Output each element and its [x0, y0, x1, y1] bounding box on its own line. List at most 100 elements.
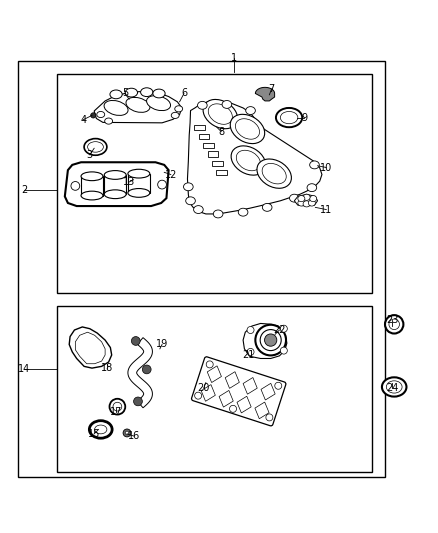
Polygon shape	[81, 176, 103, 196]
Ellipse shape	[257, 159, 291, 188]
Ellipse shape	[308, 200, 315, 206]
Ellipse shape	[275, 382, 282, 389]
Text: 5: 5	[122, 88, 128, 99]
Text: 14: 14	[18, 365, 30, 374]
Ellipse shape	[385, 315, 403, 334]
Ellipse shape	[88, 142, 103, 152]
Ellipse shape	[303, 194, 310, 200]
Ellipse shape	[238, 208, 248, 216]
Polygon shape	[104, 175, 126, 194]
Text: 13: 13	[123, 177, 135, 187]
Ellipse shape	[386, 381, 402, 393]
Ellipse shape	[213, 210, 223, 218]
Polygon shape	[216, 169, 227, 175]
Ellipse shape	[126, 98, 150, 112]
Ellipse shape	[247, 327, 254, 334]
Ellipse shape	[208, 104, 233, 124]
Ellipse shape	[310, 196, 317, 201]
Ellipse shape	[131, 336, 140, 345]
Ellipse shape	[298, 200, 305, 206]
Ellipse shape	[276, 108, 302, 127]
FancyBboxPatch shape	[191, 357, 286, 426]
Ellipse shape	[110, 90, 122, 99]
Text: 22: 22	[273, 325, 286, 335]
Ellipse shape	[235, 119, 260, 139]
Polygon shape	[243, 324, 287, 359]
Ellipse shape	[81, 191, 103, 200]
Ellipse shape	[194, 206, 203, 214]
Ellipse shape	[203, 100, 237, 128]
Text: 24: 24	[386, 383, 398, 393]
Polygon shape	[237, 396, 251, 413]
Ellipse shape	[290, 194, 299, 202]
Ellipse shape	[95, 425, 107, 434]
Polygon shape	[203, 143, 214, 148]
Ellipse shape	[230, 115, 265, 143]
Ellipse shape	[128, 189, 150, 197]
Ellipse shape	[280, 325, 287, 332]
Polygon shape	[187, 102, 322, 214]
Ellipse shape	[255, 325, 286, 356]
Ellipse shape	[81, 172, 103, 181]
Ellipse shape	[231, 146, 265, 175]
Ellipse shape	[142, 365, 151, 374]
Text: 8: 8	[218, 127, 224, 136]
Ellipse shape	[104, 100, 128, 116]
Ellipse shape	[307, 184, 317, 191]
Ellipse shape	[141, 88, 153, 96]
Ellipse shape	[280, 347, 287, 354]
Text: 19: 19	[156, 340, 168, 350]
Ellipse shape	[262, 164, 286, 184]
Ellipse shape	[104, 190, 126, 199]
Ellipse shape	[91, 113, 96, 118]
Ellipse shape	[310, 161, 319, 169]
Polygon shape	[128, 174, 150, 193]
Ellipse shape	[206, 361, 213, 368]
Polygon shape	[94, 91, 182, 123]
Ellipse shape	[153, 89, 165, 98]
Polygon shape	[201, 385, 215, 401]
Ellipse shape	[113, 402, 122, 411]
Polygon shape	[294, 194, 318, 206]
Polygon shape	[69, 327, 112, 368]
Ellipse shape	[128, 169, 150, 178]
Text: 1: 1	[231, 53, 237, 63]
Text: 18: 18	[101, 363, 113, 373]
Text: 3: 3	[87, 150, 93, 160]
Polygon shape	[207, 366, 222, 383]
Ellipse shape	[194, 392, 201, 399]
Polygon shape	[75, 332, 105, 364]
Ellipse shape	[280, 111, 298, 124]
Text: 23: 23	[386, 315, 398, 325]
FancyBboxPatch shape	[57, 306, 372, 472]
Polygon shape	[261, 383, 275, 400]
Polygon shape	[255, 402, 269, 419]
Ellipse shape	[266, 414, 273, 421]
Ellipse shape	[389, 319, 399, 329]
Text: 4: 4	[80, 115, 86, 125]
Ellipse shape	[186, 197, 195, 205]
Ellipse shape	[303, 201, 310, 207]
Ellipse shape	[110, 399, 125, 415]
Polygon shape	[128, 337, 152, 408]
Text: 17: 17	[110, 407, 122, 417]
Ellipse shape	[123, 429, 131, 437]
Ellipse shape	[298, 196, 305, 201]
Polygon shape	[194, 125, 205, 130]
Polygon shape	[199, 134, 209, 139]
Ellipse shape	[262, 204, 272, 211]
Ellipse shape	[222, 101, 232, 108]
Text: 2: 2	[21, 185, 27, 195]
Ellipse shape	[97, 111, 105, 118]
Polygon shape	[255, 87, 275, 101]
Polygon shape	[65, 162, 169, 206]
Text: 11: 11	[320, 205, 332, 215]
Ellipse shape	[84, 139, 107, 155]
Ellipse shape	[134, 397, 142, 406]
Ellipse shape	[158, 180, 166, 189]
Text: 6: 6	[181, 88, 187, 99]
Ellipse shape	[71, 182, 80, 190]
Ellipse shape	[198, 101, 207, 109]
Ellipse shape	[105, 118, 113, 124]
Ellipse shape	[125, 431, 129, 435]
